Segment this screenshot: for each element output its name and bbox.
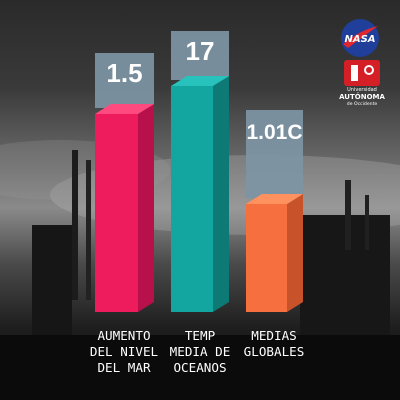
bar-side-1 — [213, 76, 229, 312]
category-label-2-line-0: MEDIAS — [251, 328, 297, 343]
uao-logo-mark — [344, 60, 380, 86]
category-label-2: MEDIAS GLOBALES — [214, 328, 334, 360]
value-box-2 — [246, 110, 303, 198]
uao-logo-line3: de Occidente — [346, 102, 378, 107]
value-label-1: 17 — [186, 36, 215, 66]
nasa-logo-text: NASA — [344, 34, 375, 45]
uao-logo-line2: AUTÓNOMA — [339, 93, 385, 101]
category-label-1-line-2: OCEANOS — [173, 360, 227, 375]
category-label-1-line-1: MEDIA DE — [169, 344, 231, 359]
uao-logo-line1: Universidad — [347, 87, 377, 93]
category-label-1-line-0: TEMP — [184, 328, 216, 343]
bar-front-0 — [95, 114, 138, 312]
nasa-logo: NASA — [338, 16, 382, 60]
value-label-2: 1.01C — [246, 121, 302, 144]
bar-front-2 — [246, 204, 287, 312]
category-label-1: TEMP MEDIA DE OCEANOS — [140, 328, 260, 376]
bar-front-1 — [171, 86, 213, 312]
category-label-0-line-0: AUMENTO — [97, 328, 151, 343]
bar-top-2 — [246, 194, 303, 204]
bar-top-1 — [171, 76, 229, 86]
bar-side-2 — [287, 194, 303, 312]
category-label-0-line-2: DEL MAR — [97, 360, 151, 375]
bar-side-0 — [138, 104, 154, 312]
value-box-1 — [171, 31, 229, 80]
value-box-0 — [95, 53, 154, 108]
category-label-0-line-1: DEL NIVEL — [89, 344, 159, 359]
category-label-0: AUMENTO DEL NIVEL DEL MAR — [64, 328, 184, 376]
uao-logo: Universidad AUTÓNOMA de Occidente — [339, 60, 385, 114]
bar-top-0 — [95, 104, 154, 114]
value-label-0: 1.5 — [106, 58, 142, 88]
category-label-2-line-1: GLOBALES — [243, 344, 305, 359]
